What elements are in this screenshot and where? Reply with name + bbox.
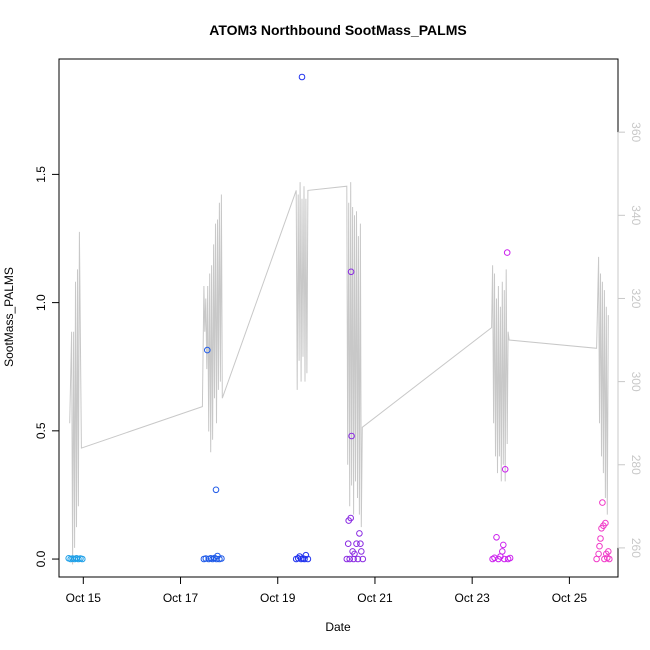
y-tick-label: 1.0 [34,294,48,311]
data-point [597,535,604,542]
x-tick-label: Oct 21 [357,591,393,605]
data-point [218,555,225,562]
y-tick-label: 1.5 [34,166,48,183]
secondary-series-line [69,182,609,565]
points-layer [65,73,613,563]
data-point [298,73,306,81]
data-point [354,555,362,563]
data-point [500,541,507,549]
y-axis-label: SootMass_PALMS [2,267,16,367]
data-point [346,555,354,563]
x-tick-label: Oct 17 [163,591,199,605]
data-point [344,540,352,548]
data-point [358,548,365,555]
data-point [301,555,308,563]
data-point [79,555,86,563]
data-point [599,499,606,506]
x-tick-label: Oct 23 [454,591,490,605]
data-point [347,514,355,522]
data-point [212,486,220,494]
data-point [213,555,220,563]
data-point [503,249,511,256]
x-axis-label: Date [325,620,351,634]
data-point [356,530,363,537]
plot-frame [58,58,619,578]
data-point [302,551,310,559]
secondary-line-layer [69,182,609,565]
data-point [304,555,312,563]
data-point [605,548,612,555]
y2-tick-label: 360 [629,122,643,142]
data-point [491,554,498,562]
axes-layer: Oct 15 Oct 17 Oct 19 Oct 21 Oct 23 Oct 25 0.0 0… [34,122,643,605]
y2-tick-label: 300 [629,372,643,392]
data-point [343,555,351,563]
data-point [353,540,360,548]
data-point [202,555,210,562]
data-point [595,550,602,558]
data-point [348,432,355,440]
data-point [606,555,613,563]
y2-tick-label: 340 [629,205,643,225]
data-point [506,554,514,562]
y2-tick-label: 260 [629,538,643,558]
data-point [347,268,355,276]
data-point [204,346,211,354]
data-point [357,540,364,548]
y-tick-label: 0.5 [34,422,48,439]
data-point [493,534,500,541]
data-point [596,542,603,550]
data-point [602,519,609,527]
x-tick-label: Oct 19 [260,591,296,605]
data-point [499,548,506,555]
y2-tick-label: 280 [629,455,643,475]
chart-title: ATOM3 Northbound SootMass_PALMS [209,22,466,38]
data-point [501,466,509,473]
x-tick-label: Oct 15 [66,591,102,605]
data-point [294,555,302,562]
data-point [359,555,367,563]
y-tick-label: 0.0 [34,550,48,567]
x-tick-label: Oct 25 [552,591,588,605]
y2-tick-label: 320 [629,288,643,308]
data-point [351,550,358,558]
